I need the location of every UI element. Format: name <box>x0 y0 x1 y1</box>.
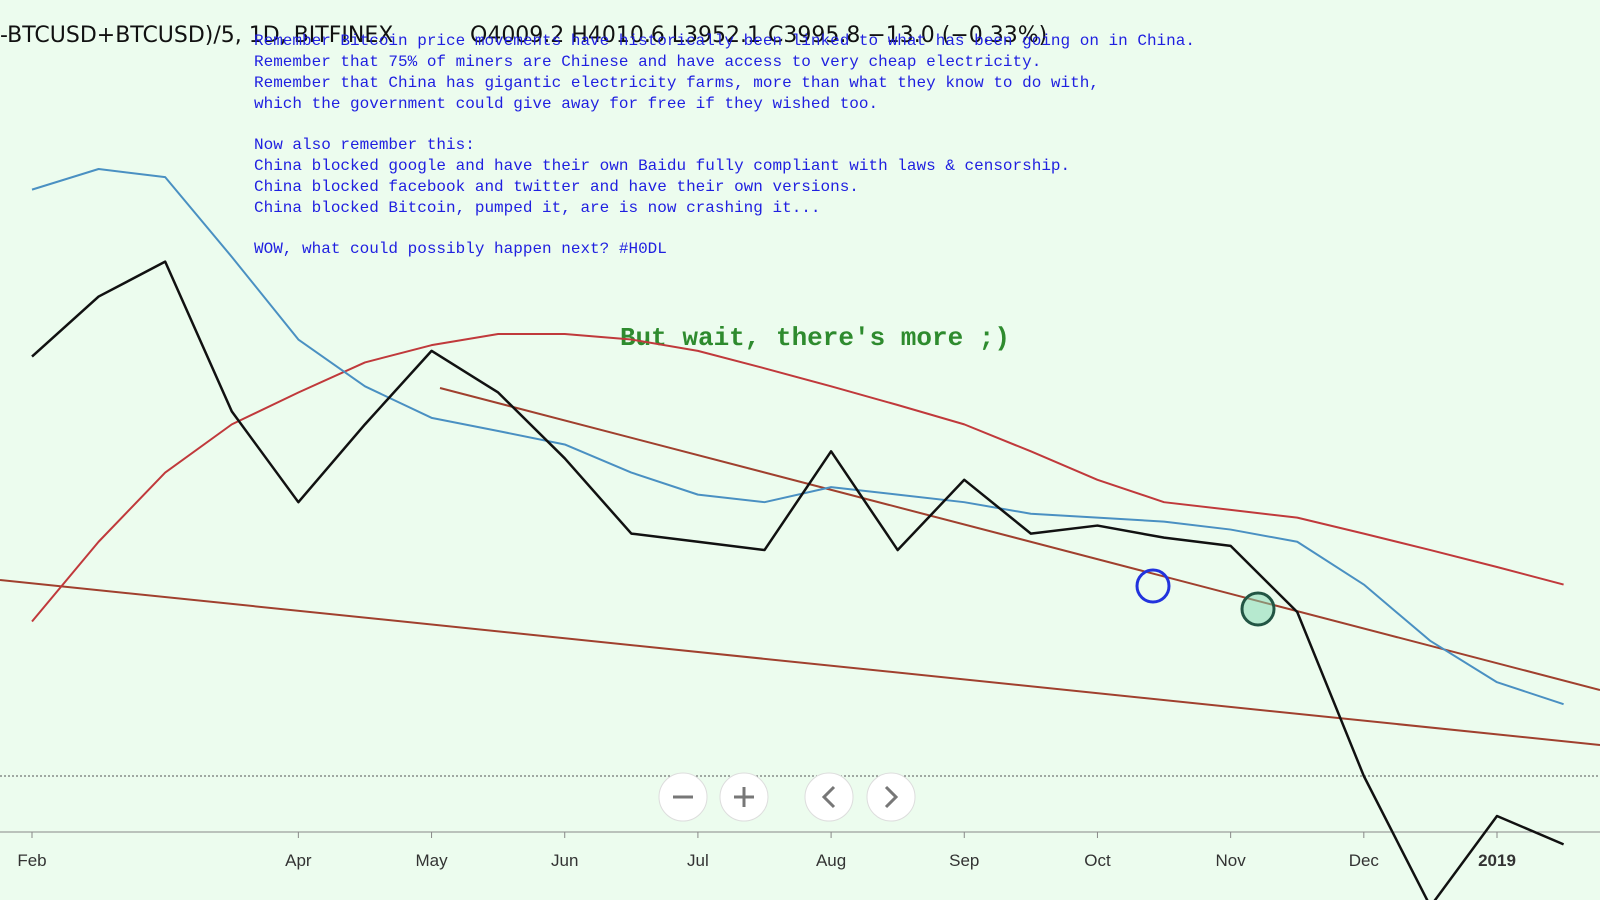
zoom-in[interactable] <box>719 772 769 822</box>
x-tick-label: May <box>415 851 448 870</box>
x-tick-label: Apr <box>285 851 312 870</box>
x-tick-label: Aug <box>816 851 846 870</box>
note-line: WOW, what could possibly happen next? #H… <box>254 240 667 258</box>
note-line: Now also remember this: <box>254 136 475 154</box>
trendline <box>0 579 1600 746</box>
scroll-left[interactable] <box>804 772 854 822</box>
x-tick-label: Oct <box>1084 851 1111 870</box>
scroll-right[interactable] <box>866 772 916 822</box>
series-line <box>31 260 1565 900</box>
note-line: Remember that China has gigantic electri… <box>254 74 1099 92</box>
highlight-circle <box>1135 568 1171 604</box>
symbol: -BTCUSD+BTCUSD)/5, 1D, BITFINEX <box>0 23 393 48</box>
x-tick-label: Dec <box>1349 851 1380 870</box>
x-tick-label: 2019 <box>1478 851 1516 870</box>
x-tick-label: Nov <box>1216 851 1247 870</box>
x-tick-label: Jul <box>687 851 709 870</box>
trendline <box>439 387 1600 691</box>
ohlc: O4009.2 H4010.6 L3952.1 C3995.8 −13.0 (−… <box>470 23 1047 48</box>
x-tick-label: Jun <box>551 851 578 870</box>
note-line: Remember that 75% of miners are Chinese … <box>254 53 1041 71</box>
x-tick-label: Sep <box>949 851 979 870</box>
zoom-out[interactable] <box>658 772 708 822</box>
highlight-circle <box>1240 591 1276 627</box>
note-line: China blocked facebook and twitter and h… <box>254 178 859 196</box>
note-line: China blocked Bitcoin, pumped it, are is… <box>254 199 821 217</box>
note-line: which the government could give away for… <box>254 95 878 113</box>
x-tick-label: Feb <box>17 851 46 870</box>
note-line: Remember Bitcoin price movements have hi… <box>254 32 1195 50</box>
note-line: China blocked google and have their own … <box>254 157 1070 175</box>
series-line <box>31 167 1564 706</box>
series-line <box>31 332 1564 623</box>
